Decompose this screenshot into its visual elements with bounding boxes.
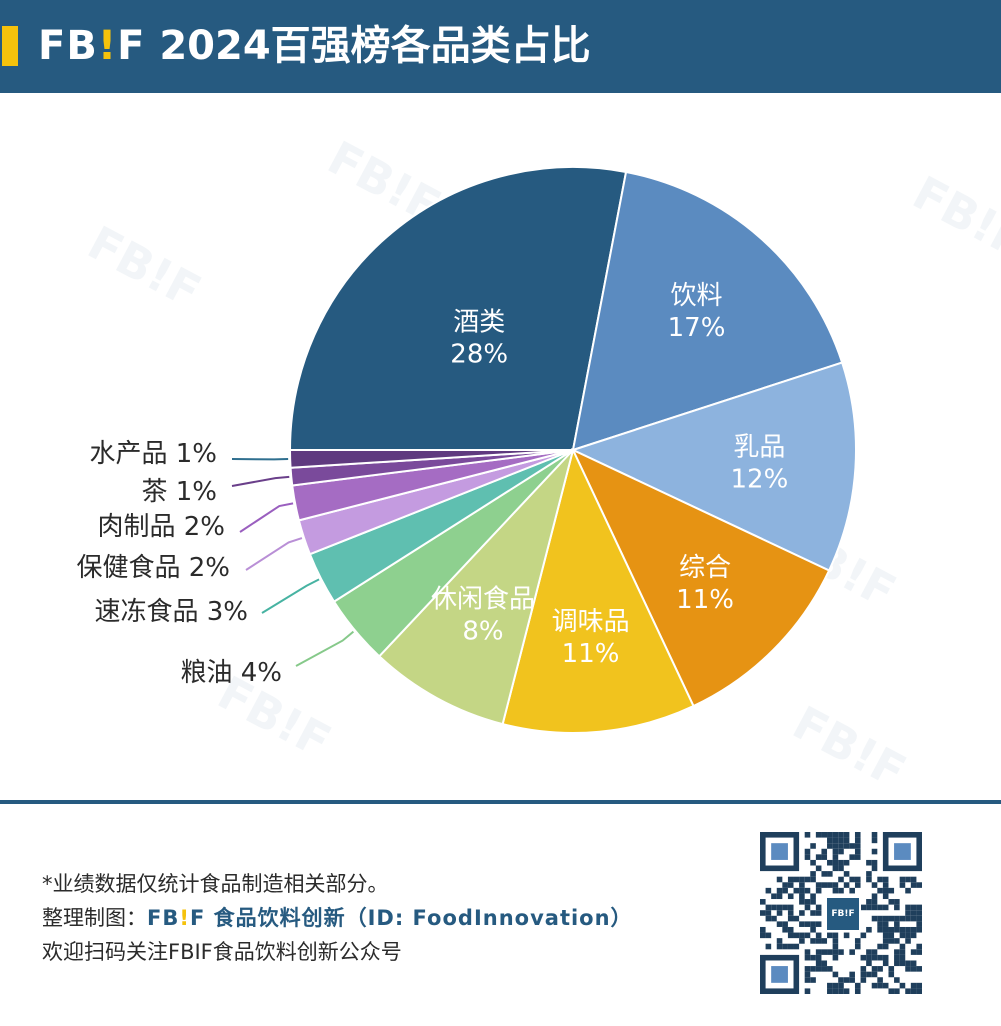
follow-text: 欢迎扫码关注FBIF食品饮料创新公众号 [42,940,402,964]
pie-slice-dairy [570,361,857,572]
slice-label-liquor: 酒类 [453,308,505,338]
slice-value-snack: 8% [462,617,503,647]
slice-value-liquor: 28% [450,340,508,370]
slice-value-condiment: 11% [562,639,620,669]
leader-line-meat [239,502,294,533]
leader-line-tea [231,475,290,487]
slice-label-dairy: 乳品 [733,433,785,463]
slice-label-snack: 休闲食品 [431,585,535,615]
leader-line-frozen [261,578,320,614]
header-accent-bar [2,26,18,66]
slice-label-frozen: 速冻食品 3% [94,597,248,627]
pie-slice-seafood [288,449,574,469]
credit-brand-f: F [189,906,206,930]
credit-prefix: 整理制图： [42,906,147,930]
slice-label-condiment: 调味品 [552,607,630,637]
leader-line-health [245,537,303,571]
credit-brand-fb: FB [147,906,180,930]
slice-label-health: 保健食品 2% [76,553,230,583]
page-title: FB!F 2024百强榜各品类占比 [38,18,591,74]
pie-slice-general [570,447,831,708]
brand-fb: FB [38,23,98,69]
pie-slice-liquor [288,166,628,451]
slice-label-beverage: 饮料 [671,281,723,311]
footnote: *业绩数据仅统计食品制造相关部分。 [42,872,389,896]
brand-logo-text: FB!F [38,23,145,69]
slice-value-general: 11% [676,585,734,615]
credit-brand-bang: ! [179,906,190,930]
slice-label-tea: 茶 1% [141,477,217,507]
brand-bang: ! [97,23,118,69]
pie-slice-beverage [571,170,844,452]
slice-value-beverage: 17% [668,313,726,343]
slice-label-meat: 肉制品 2% [97,512,225,542]
title-text: 2024百强榜各品类占比 [159,23,591,69]
slice-label-general: 综合 [679,553,731,583]
brand-f: F [117,23,146,69]
qr-logo: FB!F [825,896,861,932]
leader-line-grain-oil [295,630,355,667]
header-bar: FB!F 2024百强榜各品类占比 [0,0,1001,93]
footer-divider [0,800,1001,804]
pie-slice-condiment [501,447,695,734]
credit-brand: FB!F 食品饮料创新（ID: FoodInnovation） [147,906,633,930]
slice-label-grain-oil: 粮油 4% [180,658,282,688]
pie-slice-snack [377,449,574,726]
slice-label-seafood: 水产品 1% [89,439,217,469]
credit-line: 整理制图：FB!F 食品饮料创新（ID: FoodInnovation） [42,902,633,932]
slice-value-dairy: 12% [731,465,789,495]
credit-name: 食品饮料创新（ID: FoodInnovation） [205,906,633,930]
